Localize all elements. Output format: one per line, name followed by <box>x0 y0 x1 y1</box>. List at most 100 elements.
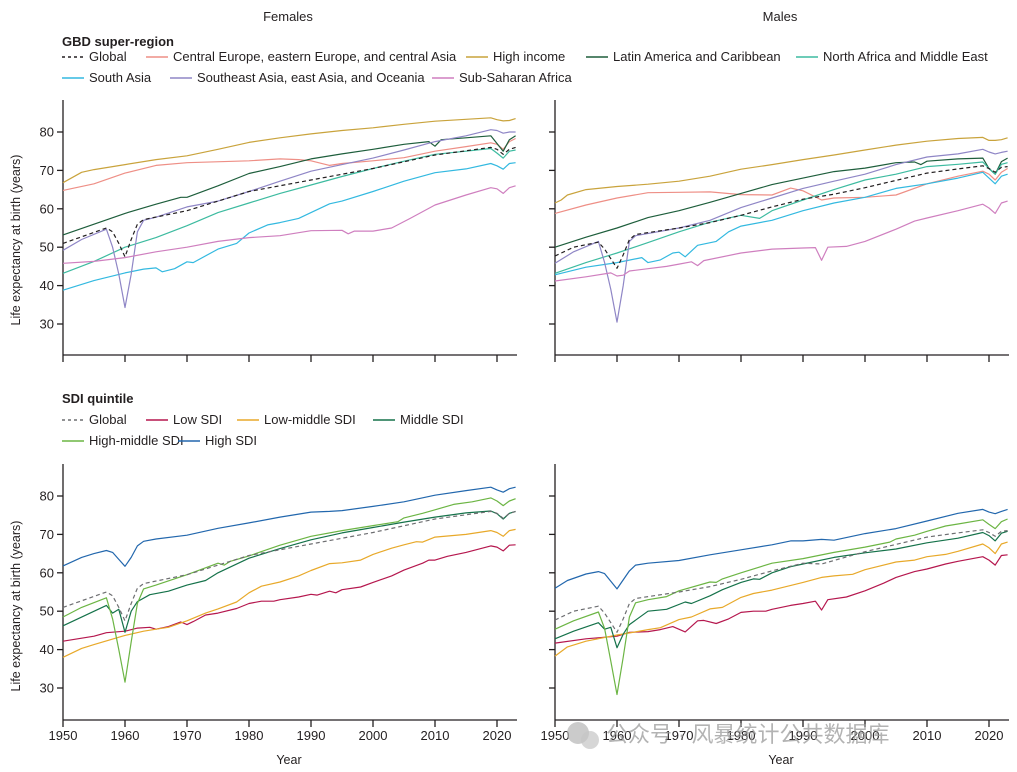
legend-label: Latin America and Caribbean <box>613 49 781 64</box>
legend-item: High income <box>466 49 565 64</box>
legend-item: Low-middle SDI <box>237 412 356 427</box>
wechat-icon-secondary <box>581 731 599 749</box>
y-axis-label-bottom: Life expectancy at birth (years) <box>9 521 23 692</box>
series-line-middle-sdi <box>554 530 1008 649</box>
legend-sdi-quintile: SDI quintile Global Low SDI Low-middle SDI… <box>62 391 464 448</box>
legend-item: Latin America and Caribbean <box>586 49 781 64</box>
series-line-global <box>62 146 516 258</box>
legend-item: Global <box>62 412 127 427</box>
legend-label: Southeast Asia, east Asia, and Oceania <box>197 70 425 85</box>
watermark-text: 公众号 · 风暴统计公共数据库 <box>606 722 890 747</box>
x-tick-label: 1990 <box>297 728 326 743</box>
y-tick-label: 40 <box>40 278 54 293</box>
series-line-high-middle-sdi <box>62 497 516 683</box>
legend-item: Sub-Saharan Africa <box>432 70 573 85</box>
x-tick-label: 2000 <box>359 728 388 743</box>
x-tick-label: 1950 <box>49 728 78 743</box>
series-line-low-middle-sdi <box>62 528 516 658</box>
series-line-south-asia <box>554 171 1008 276</box>
x-tick-label: 1970 <box>173 728 202 743</box>
series-line-sub-saharan-africa <box>62 185 516 264</box>
y-tick-label: 80 <box>40 489 54 504</box>
series-line-latin-america-and-caribbean <box>554 157 1008 248</box>
y-tick-label: 70 <box>40 163 54 178</box>
y-tick-label: 80 <box>40 125 54 140</box>
y-tick-label: 60 <box>40 201 54 216</box>
legend-label: North Africa and Middle East <box>823 49 988 64</box>
column-title-females: Females <box>263 9 313 24</box>
panel-gbd-males <box>549 100 1009 362</box>
legend-label: Global <box>89 49 127 64</box>
legend-item: High-middle SDI <box>62 433 184 448</box>
panel-sdi-males: 1950 1960 1970 1980 1990 2000 2010 2020 <box>541 464 1009 743</box>
legend-label: Low SDI <box>173 412 222 427</box>
panel-sdi-females: 30 40 50 60 70 80 1950 1960 1970 1980 1990 2000 2010… <box>40 464 517 743</box>
x-tick-label: 1980 <box>727 728 756 743</box>
legend-label: South Asia <box>89 70 152 85</box>
legend-label: High SDI <box>205 433 257 448</box>
legend-label: Sub-Saharan Africa <box>459 70 573 85</box>
legend-item: High SDI <box>178 433 257 448</box>
legend-item: Southeast Asia, east Asia, and Oceania <box>170 70 425 85</box>
legend-title: GBD super-region <box>62 34 174 49</box>
legend-label: High income <box>493 49 565 64</box>
series-line-high-income <box>554 136 1008 204</box>
series-line-central-europe-eastern-europe-and-central-asia <box>62 137 516 191</box>
y-tick-label: 40 <box>40 642 54 657</box>
x-tick-label: 1950 <box>541 728 570 743</box>
panel-gbd-females: 30 40 50 60 70 80 <box>40 100 517 362</box>
x-tick-label: 2020 <box>975 728 1004 743</box>
series-line-high-sdi <box>554 508 1008 590</box>
column-title-males: Males <box>763 9 798 24</box>
x-tick-label: 1980 <box>235 728 264 743</box>
x-tick-label: 1990 <box>789 728 818 743</box>
x-axis-label-males: Year <box>768 753 793 767</box>
legend-item: North Africa and Middle East <box>796 49 988 64</box>
series-line-southeast-asia-east-asia-and-oceania <box>554 148 1008 323</box>
series-line-low-middle-sdi <box>554 541 1008 657</box>
y-tick-label: 50 <box>40 604 54 619</box>
series-line-global <box>62 510 516 622</box>
x-tick-label: 2020 <box>483 728 512 743</box>
series-line-low-sdi <box>62 544 516 642</box>
series-line-southeast-asia-east-asia-and-oceania <box>62 129 516 309</box>
series-line-high-income <box>62 117 516 184</box>
x-tick-label: 2000 <box>851 728 880 743</box>
legend-item: South Asia <box>62 70 152 85</box>
legend-label: Low-middle SDI <box>264 412 356 427</box>
legend-label: Central Europe, eastern Europe, and cent… <box>173 49 457 64</box>
series-line-high-middle-sdi <box>554 518 1008 696</box>
legend-item: Low SDI <box>146 412 222 427</box>
series-line-north-africa-and-middle-east <box>62 147 516 274</box>
x-tick-label: 1960 <box>111 728 140 743</box>
series-line-low-sdi <box>554 554 1008 644</box>
legend-label: High-middle SDI <box>89 433 184 448</box>
series-line-south-asia <box>62 162 516 291</box>
series-line-global <box>554 529 1008 633</box>
x-tick-label: 2010 <box>913 728 942 743</box>
series-line-high-sdi <box>62 486 516 567</box>
legend-item: Global <box>62 49 127 64</box>
y-tick-label: 30 <box>40 317 54 332</box>
x-tick-label: 1970 <box>665 728 694 743</box>
y-tick-label: 50 <box>40 240 54 255</box>
watermark: 公众号 · 风暴统计公共数据库 <box>567 722 890 749</box>
y-tick-label: 60 <box>40 565 54 580</box>
series-line-global <box>554 165 1008 269</box>
series-line-middle-sdi <box>62 510 516 633</box>
series-line-sub-saharan-africa <box>554 200 1008 282</box>
legend-label: Middle SDI <box>400 412 464 427</box>
legend-item: Central Europe, eastern Europe, and cent… <box>146 49 457 64</box>
legend-gbd-super-region: GBD super-region Global Central Europe, e… <box>62 34 988 85</box>
x-tick-label: 2010 <box>421 728 450 743</box>
y-tick-label: 70 <box>40 527 54 542</box>
legend-item: Middle SDI <box>373 412 464 427</box>
series-line-latin-america-and-caribbean <box>62 135 516 236</box>
y-tick-label: 30 <box>40 681 54 696</box>
y-axis-label-top: Life expectancy at birth (years) <box>9 155 23 326</box>
legend-label: Global <box>89 412 127 427</box>
x-tick-label: 1960 <box>603 728 632 743</box>
legend-title: SDI quintile <box>62 391 134 406</box>
x-axis-label-females: Year <box>276 753 301 767</box>
